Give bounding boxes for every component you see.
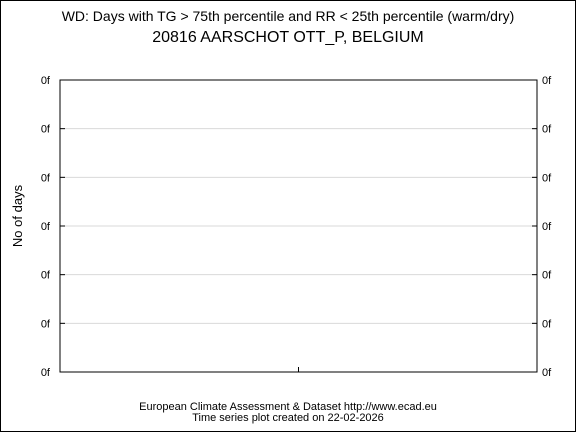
- y-tick-label-left: 0f: [41, 221, 51, 233]
- y-tick-label-right: 0f: [542, 124, 552, 136]
- y-tick-label-left: 0f: [41, 270, 51, 282]
- grid-layer: [60, 128, 537, 324]
- chart-subtitle: 20816 AARSCHOT OTT_P, BELGIUM: [152, 29, 424, 46]
- y-tick-label-right: 0f: [542, 172, 552, 184]
- y-tick-label-right: 0f: [542, 75, 552, 87]
- y-tick-label-right: 0f: [542, 367, 552, 379]
- y-axis-label: No of days: [10, 184, 25, 247]
- footer-credit: European Climate Assessment & Dataset ht…: [139, 401, 437, 413]
- y-tick-label-right: 0f: [542, 221, 552, 233]
- y-tick-label-left: 0f: [41, 367, 51, 379]
- y-tick-label-left: 0f: [41, 124, 51, 136]
- y-tick-label-left: 0f: [41, 172, 51, 184]
- y-tick-label-left: 0f: [41, 75, 51, 87]
- y-tick-label-left: 0f: [41, 318, 51, 330]
- y-tick-label-right: 0f: [542, 270, 552, 282]
- y-tick-label-right: 0f: [542, 318, 552, 330]
- chart-title: WD: Days with TG > 75th percentile and R…: [62, 8, 515, 24]
- tick-layer: 0f 0f 0f 0f 0f 0f 0f 0f 0f 0f 0f 0f 0f 0f: [41, 75, 552, 379]
- footer-created: Time series plot created on 22-02-2026: [192, 412, 384, 424]
